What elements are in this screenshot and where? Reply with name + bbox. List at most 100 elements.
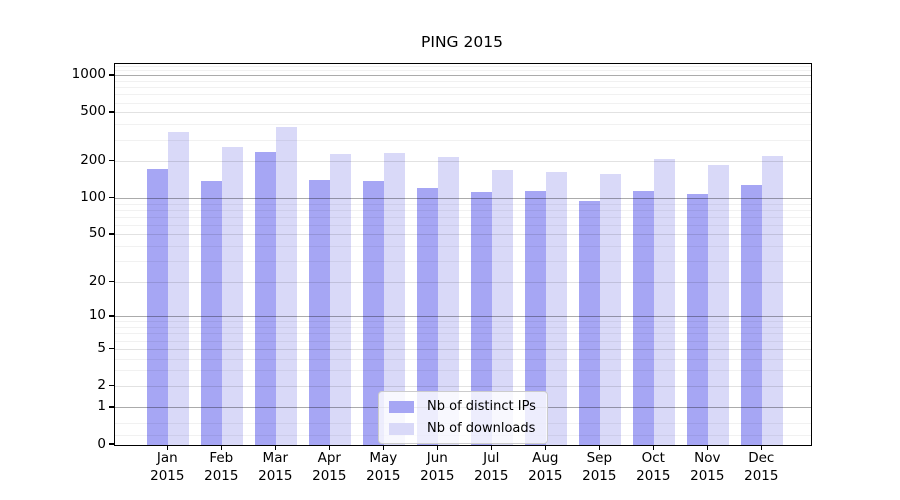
minor-gridline (115, 65, 811, 67)
y-tick-mark (108, 384, 114, 387)
y-tick-mark (108, 111, 114, 113)
x-tick-mark (760, 445, 763, 451)
bar-series1-month9 (654, 159, 676, 445)
legend-item: Nb of downloads (389, 421, 536, 436)
bar-series1-month1 (222, 147, 244, 445)
bar-series1-month11 (762, 156, 784, 445)
x-axis-label: May 2015 (366, 450, 401, 484)
bar-series1-month10 (708, 164, 730, 445)
bar-series0-month7 (525, 191, 547, 445)
bar-series1-month6 (492, 170, 514, 445)
x-tick-mark (274, 445, 277, 451)
y-tick-mark (108, 159, 114, 162)
gridline-1000 (115, 75, 811, 77)
minor-gridline (115, 70, 811, 72)
x-axis-label: Jun 2015 (420, 450, 455, 484)
x-tick-mark (652, 445, 655, 451)
y-tick-mark (108, 280, 114, 283)
bar-series1-month4 (384, 153, 406, 445)
minor-gridline (115, 321, 811, 323)
minor-gridline (115, 333, 811, 335)
x-tick-mark (220, 445, 223, 451)
gridline-20 (115, 281, 811, 283)
minor-gridline (115, 224, 811, 226)
gridline-10 (115, 316, 811, 318)
legend-swatch-icon (389, 400, 414, 413)
minor-gridline (115, 139, 811, 141)
gridline-2 (115, 385, 811, 387)
minor-gridline (115, 102, 811, 104)
y-tick-mark (108, 406, 114, 408)
y-axis-label: 500 (80, 103, 106, 120)
x-tick-mark (598, 445, 601, 451)
legend-item: Nb of distinct IPs (389, 399, 536, 414)
bar-series1-month7 (546, 171, 568, 445)
y-tick-mark (108, 196, 114, 199)
y-tick-mark (108, 347, 114, 350)
y-tick-mark (108, 233, 114, 235)
plot-area (114, 63, 812, 446)
gridline-500 (115, 112, 811, 114)
x-axis-label: Dec 2015 (744, 450, 779, 484)
minor-gridline (115, 358, 811, 360)
minor-gridline (115, 370, 811, 372)
y-tick-mark (108, 315, 114, 317)
y-axis-label: 200 (80, 152, 106, 169)
x-axis-label: Mar 2015 (258, 450, 293, 484)
x-tick-mark (382, 445, 385, 451)
x-tick-mark (490, 445, 493, 451)
gridline-5 (115, 348, 811, 350)
x-tick-mark (436, 445, 439, 451)
minor-gridline (115, 87, 811, 89)
legend-swatch-icon (389, 422, 414, 435)
minor-gridline (115, 216, 811, 218)
minor-gridline (115, 246, 811, 248)
minor-gridline (115, 209, 811, 211)
x-axis-label: Aug 2015 (528, 450, 563, 484)
bar-series0-month11 (741, 184, 763, 445)
x-tick-mark (706, 445, 709, 451)
minor-gridline (115, 327, 811, 329)
bar-series1-month3 (330, 154, 352, 445)
y-tick-mark (108, 74, 114, 76)
x-axis-label: Oct 2015 (636, 450, 671, 484)
legend-label: Nb of downloads (427, 421, 536, 436)
x-axis-label: Jul 2015 (474, 450, 509, 484)
x-tick-mark (544, 445, 547, 451)
minor-gridline (115, 81, 811, 83)
bar-series0-month2 (255, 152, 277, 445)
x-axis-label: Nov 2015 (690, 450, 725, 484)
minor-gridline (115, 203, 811, 205)
x-axis-label: Sep 2015 (582, 450, 617, 484)
bar-series1-month8 (600, 173, 622, 445)
bar-series0-month10 (687, 194, 709, 445)
x-axis-label: Apr 2015 (312, 450, 347, 484)
x-axis-label: Jan 2015 (150, 450, 185, 484)
bar-series1-month5 (438, 157, 460, 445)
bar-series0-month4 (363, 180, 385, 445)
legend: Nb of distinct IPs Nb of downloads (378, 391, 548, 444)
y-axis-label: 2 (97, 376, 106, 393)
bar-series0-month8 (579, 201, 601, 445)
y-axis-label: 0 (97, 435, 106, 452)
y-axis-label: 1 (97, 398, 106, 415)
y-axis-label: 10 (88, 307, 106, 324)
chart-title: PING 2015 (421, 33, 503, 51)
bar-series0-month6 (471, 192, 493, 445)
x-tick-mark (166, 445, 169, 451)
y-axis-label: 1000 (71, 66, 106, 83)
legend-label: Nb of distinct IPs (427, 399, 536, 414)
minor-gridline (115, 94, 811, 96)
x-axis-label: Feb 2015 (204, 450, 239, 484)
y-axis-label: 20 (88, 272, 106, 289)
bar-series0-month1 (201, 180, 223, 445)
gridline-100 (115, 197, 811, 199)
bar-series0-month5 (417, 187, 439, 445)
minor-gridline (115, 261, 811, 263)
gridline-200 (115, 161, 811, 163)
minor-gridline (115, 340, 811, 342)
bar-series0-month3 (309, 179, 331, 445)
x-tick-mark (328, 445, 331, 451)
y-axis-label: 50 (88, 225, 106, 242)
